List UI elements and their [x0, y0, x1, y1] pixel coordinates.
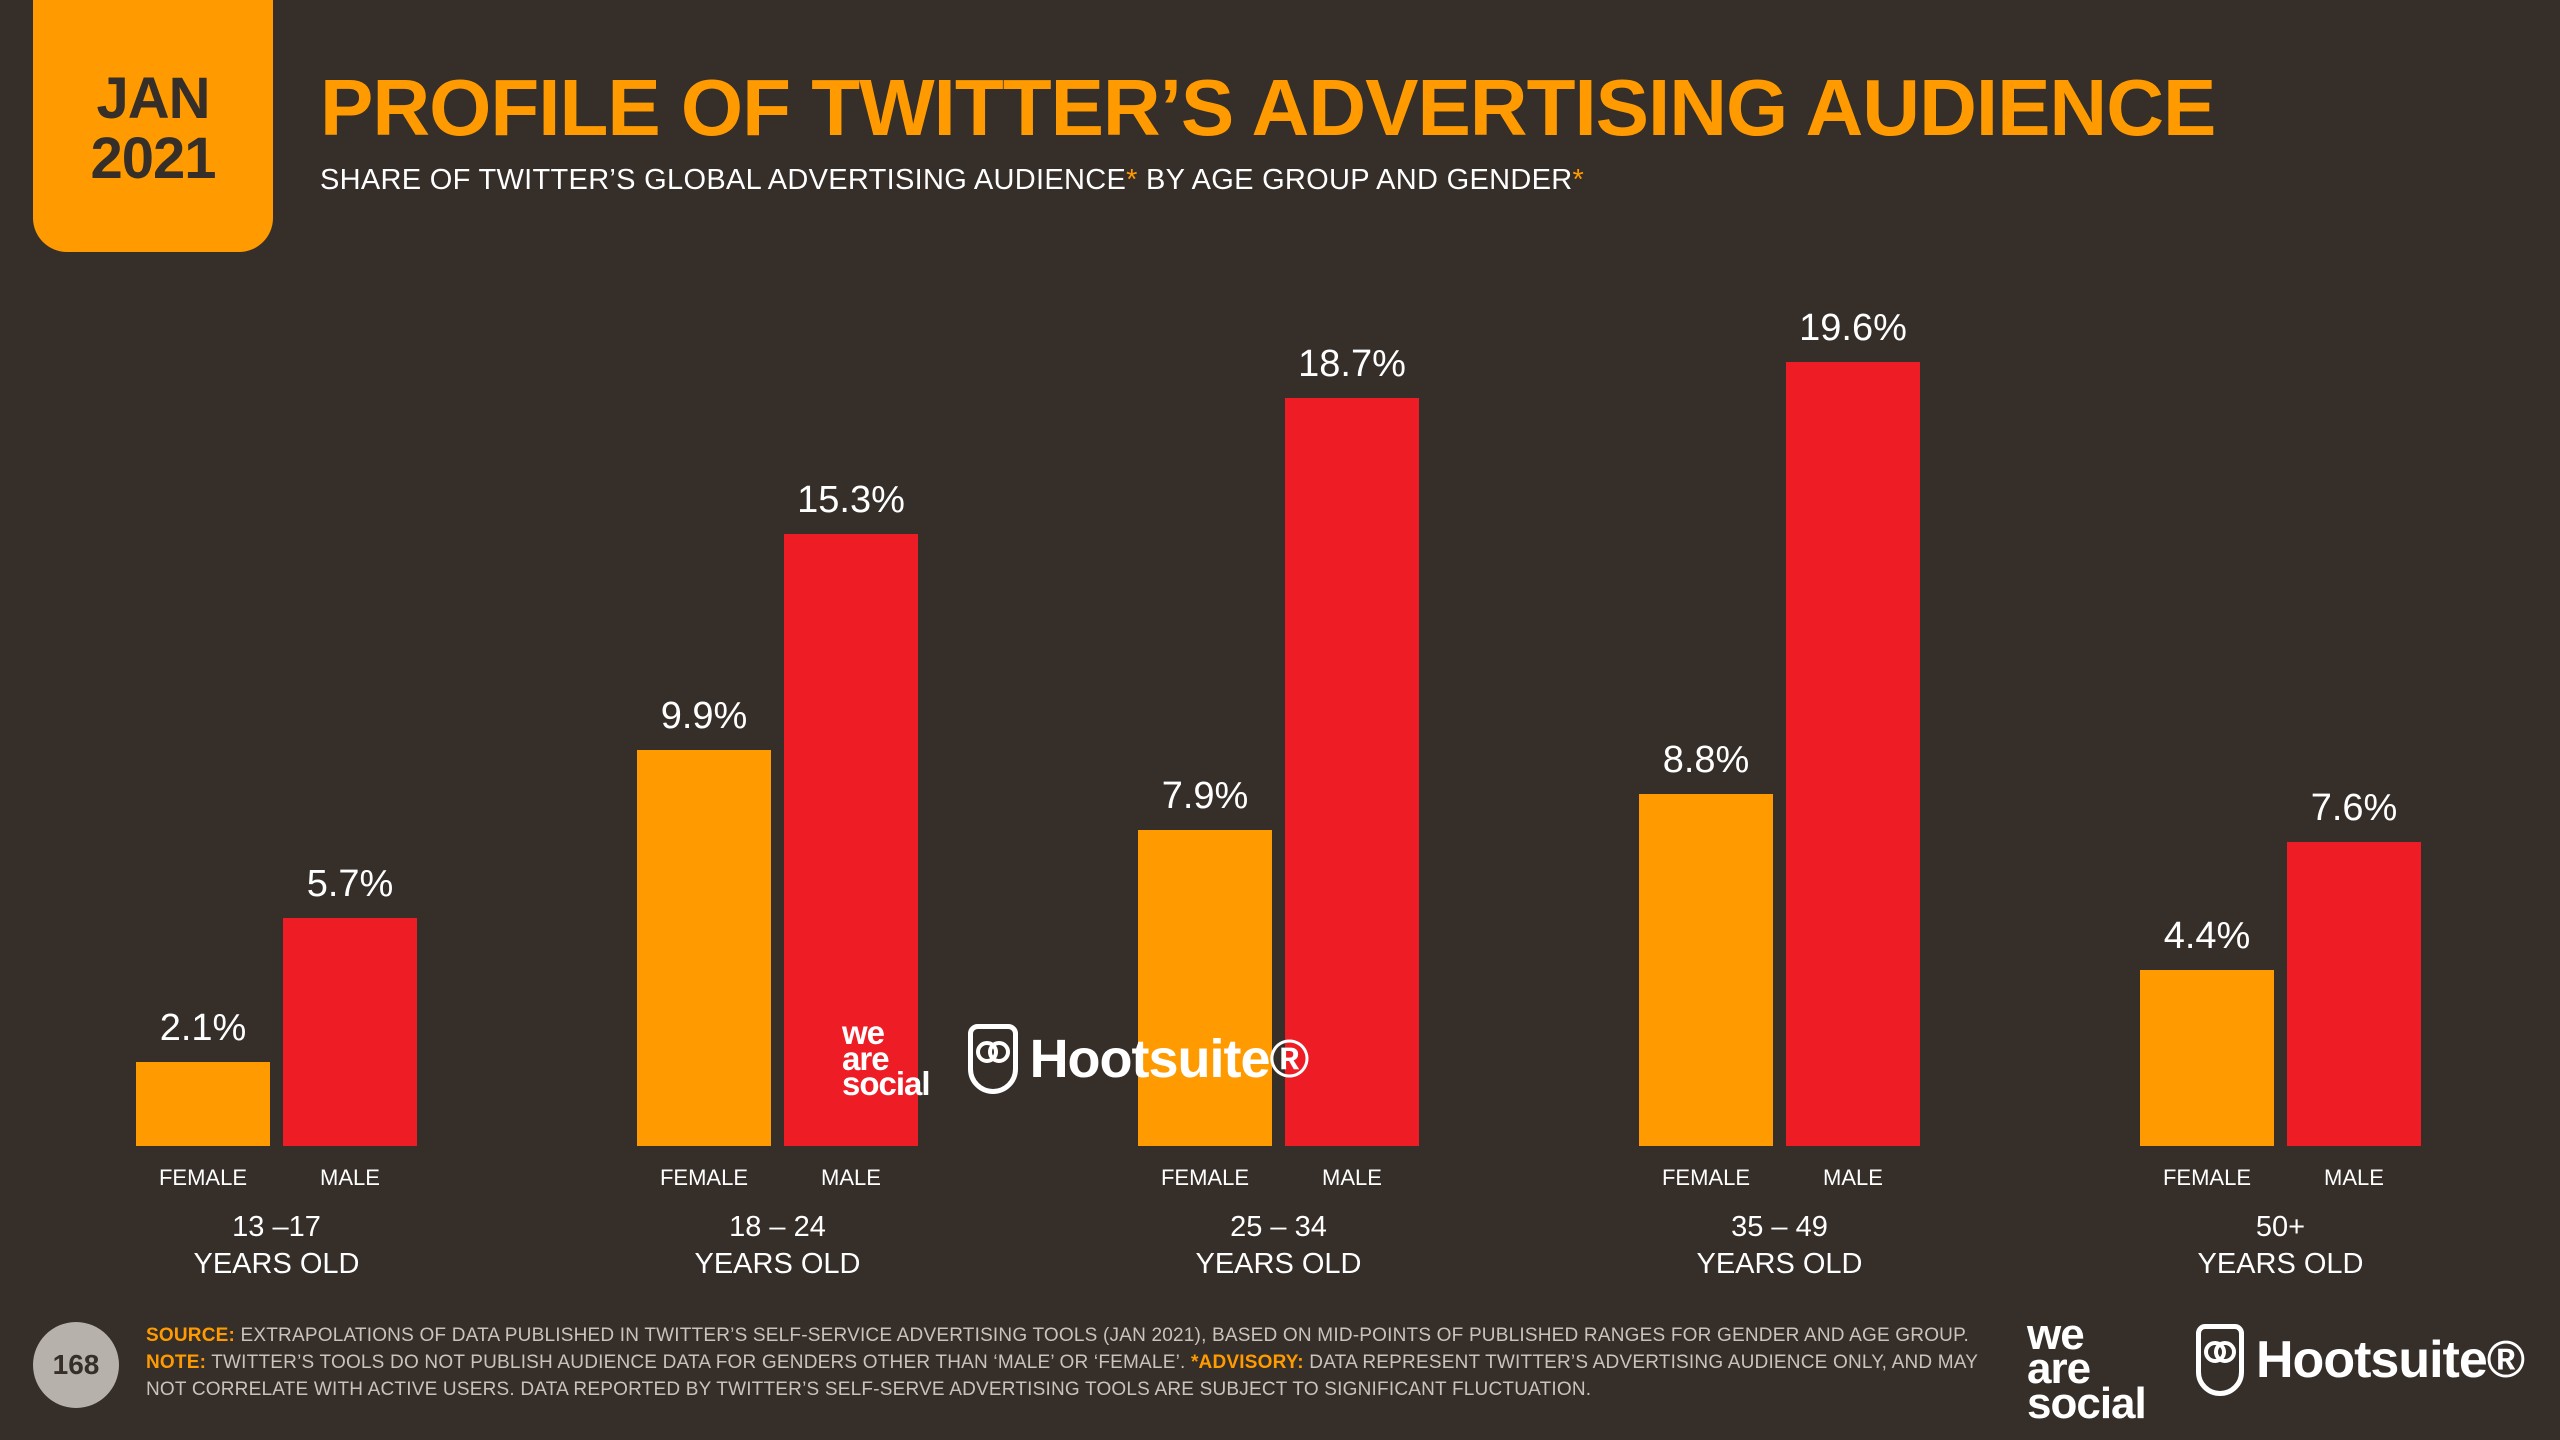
page-title: PROFILE OF TWITTER’S ADVERTISING AUDIENC… — [320, 63, 2216, 152]
gender-label-female-4: FEMALE — [2163, 1165, 2251, 1190]
gender-label-female-1: FEMALE — [660, 1165, 748, 1190]
watermark-was-line1: we — [842, 1014, 885, 1051]
watermark-was-line3: social — [842, 1065, 931, 1103]
data-label-male-2: 18.7% — [1298, 343, 1406, 385]
age-group-label-1: 18 – 24 — [729, 1211, 826, 1243]
hootsuite-watermark: Hootsuite® — [967, 1023, 1310, 1094]
bar-female-0 — [136, 1062, 270, 1146]
age-group-sublabel-3: YEARS OLD — [1697, 1248, 1863, 1280]
note-text: TWITTER’S TOOLS DO NOT PUBLISH AUDIENCE … — [206, 1352, 1191, 1373]
source-text: EXTRAPOLATIONS OF DATA PUBLISHED IN TWIT… — [235, 1325, 1969, 1346]
gender-label-male-2: MALE — [1322, 1165, 1382, 1190]
subtitle-asterisk-1: * — [1126, 164, 1138, 196]
data-label-female-2: 7.9% — [1162, 775, 1249, 817]
age-group-label-3: 35 – 49 — [1731, 1211, 1828, 1243]
gender-label-male-3: MALE — [1823, 1165, 1883, 1190]
data-label-male-4: 7.6% — [2311, 787, 2398, 829]
bar-male-4 — [2287, 842, 2421, 1146]
gender-label-female-2: FEMALE — [1161, 1165, 1249, 1190]
bar-male-3 — [1786, 362, 1920, 1146]
gender-label-female-3: FEMALE — [1662, 1165, 1750, 1190]
logo-was-line3: social — [2027, 1378, 2147, 1428]
date-year: 2021 — [90, 126, 216, 191]
date-month: JAN — [96, 65, 210, 131]
bar-female-3 — [1639, 794, 1773, 1146]
bar-female-2 — [1138, 830, 1272, 1146]
data-label-male-3: 19.6% — [1799, 307, 1907, 349]
subtitle-asterisk-2: * — [1572, 164, 1585, 196]
age-group-sublabel-4: YEARS OLD — [2198, 1248, 2364, 1280]
advisory-text: DATA REPRESENT TWITTER’S ADVERTISING AUD… — [146, 1352, 1978, 1400]
data-label-female-4: 4.4% — [2164, 915, 2251, 957]
age-group-sublabel-1: YEARS OLD — [695, 1248, 861, 1280]
data-label-female-1: 9.9% — [661, 695, 748, 737]
bar-female-1 — [637, 750, 771, 1146]
bar-male-1 — [784, 534, 918, 1146]
gender-label-male-4: MALE — [2324, 1165, 2384, 1190]
date-badge: JAN 2021 — [33, 0, 273, 252]
bar-male-0 — [283, 918, 417, 1146]
age-group-label-2: 25 – 34 — [1230, 1211, 1327, 1243]
owl-icon — [967, 1023, 1018, 1094]
source-key: SOURCE: — [146, 1325, 236, 1346]
hootsuite-logo: Hootsuite® — [2196, 1324, 2525, 1396]
watermark-was-line2: are — [842, 1039, 890, 1077]
age-group-sublabel-2: YEARS OLD — [1196, 1248, 1362, 1280]
logo-was-line2: are — [2027, 1344, 2091, 1394]
subtitle-text-1: SHARE OF TWITTER’S GLOBAL ADVERTISING AU… — [320, 164, 1127, 196]
hootsuite-owl-icon — [2196, 1324, 2244, 1396]
gender-label-male-1: MALE — [821, 1165, 881, 1190]
logo-was-line1: we — [2027, 1310, 2085, 1359]
subtitle-text-2: BY AGE GROUP AND GENDER — [1137, 164, 1573, 196]
watermark: we are social Hootsuite® — [842, 1014, 1310, 1103]
data-label-male-0: 5.7% — [307, 863, 394, 905]
bar-male-2 — [1285, 398, 1419, 1146]
we-are-social-logo: we are social — [2027, 1310, 2147, 1428]
gender-label-male-0: MALE — [320, 1165, 380, 1190]
age-group-label-0: 13 –17 — [232, 1211, 321, 1243]
data-label-female-3: 8.8% — [1663, 739, 1750, 781]
data-label-male-1: 15.3% — [797, 479, 905, 521]
gender-label-female-0: FEMALE — [159, 1165, 247, 1190]
data-label-female-0: 2.1% — [160, 1007, 247, 1049]
bar-female-4 — [2140, 970, 2274, 1146]
page-subtitle: SHARE OF TWITTER’S GLOBAL ADVERTISING AU… — [320, 164, 1584, 197]
page-number: 168 — [33, 1322, 119, 1408]
footer-notes: SOURCE: EXTRAPOLATIONS OF DATA PUBLISHED… — [146, 1322, 1996, 1403]
age-group-sublabel-0: YEARS OLD — [194, 1248, 360, 1280]
advisory-key: *ADVISORY: — [1190, 1352, 1304, 1373]
note-key: NOTE: — [146, 1352, 207, 1373]
age-group-label-4: 50+ — [2256, 1211, 2305, 1243]
hootsuite-watermark-text: Hootsuite® — [1029, 1028, 1310, 1089]
hootsuite-logo-text: Hootsuite® — [2256, 1331, 2525, 1389]
we-are-social-watermark: we are social — [842, 1014, 931, 1103]
